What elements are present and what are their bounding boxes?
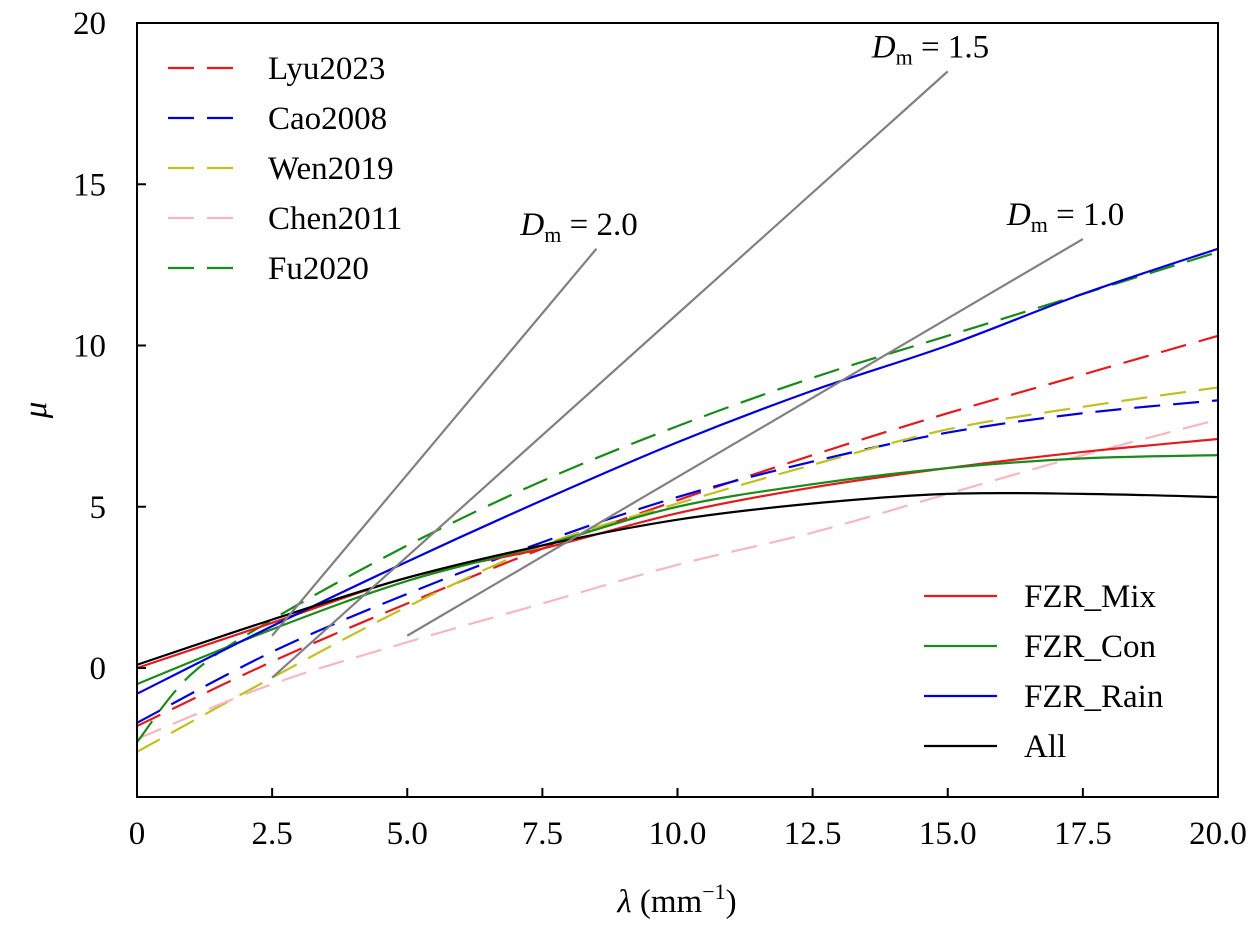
legend-label-cao2008: Cao2008 <box>268 101 387 137</box>
reference-line-2-0 <box>271 248 598 637</box>
reference-line-label-2-0: Dm = 2.0 <box>519 207 637 247</box>
legend-label-chen2011: Chen2011 <box>268 201 402 237</box>
x-tick-label: 10.0 <box>649 816 707 852</box>
series-line-cao2008 <box>137 399 1218 724</box>
legend-top-left: Lyu2023 Cao2008 Wen2019 Chen2011 Fu2020 <box>168 51 402 287</box>
series-line-all <box>137 491 1218 666</box>
x-tick-label: 2.5 <box>252 816 293 852</box>
x-tick-label: 15.0 <box>919 816 977 852</box>
series-line-fzr-rain <box>137 247 1218 695</box>
y-tick-label: 5 <box>90 490 107 526</box>
legend-label-fzr-con: FZR_Con <box>1024 629 1156 665</box>
series-line-fzr-con <box>137 454 1218 686</box>
reference-line-label-1-5: Dm = 1.5 <box>871 29 989 69</box>
legend-label-lyu2023: Lyu2023 <box>268 51 385 87</box>
x-tick-label: 0 <box>129 816 146 852</box>
y-tick-label: 15 <box>73 167 106 203</box>
legend-label-fzr-mix: FZR_Mix <box>1024 579 1157 615</box>
y-tick-label: 10 <box>73 329 106 365</box>
legend-label-all: All <box>1024 729 1066 765</box>
reference-line-label-1-0: Dm = 1.0 <box>1006 197 1124 237</box>
series-line-lyu2023 <box>137 334 1218 728</box>
legend-bottom-right: FZR_Mix FZR_Con FZR_Rain All <box>924 579 1163 765</box>
y-tick-label: 0 <box>90 651 107 687</box>
series-line-fzr-mix <box>137 437 1218 670</box>
reference-line-1-0 <box>406 238 1084 637</box>
ticks-layer: 0 2.5 5.0 7.5 10.0 12.5 15.0 17.5 20.0 0 5 10 15 20 <box>73 6 1247 852</box>
series-line-fu2020 <box>137 250 1218 743</box>
x-tick-label: 12.5 <box>784 816 842 852</box>
series-layer <box>137 247 1218 753</box>
series-line-wen2019 <box>137 386 1218 753</box>
x-tick-label: 5.0 <box>387 816 428 852</box>
y-tick-label: 20 <box>73 6 106 42</box>
x-axis-label: λ (mm−1) <box>616 879 736 920</box>
legend-label-fzr-rain: FZR_Rain <box>1024 679 1163 715</box>
series-line-chen2011 <box>137 418 1218 740</box>
legends-layer: Lyu2023 Cao2008 Wen2019 Chen2011 Fu2020 FZR_M… <box>168 51 1163 765</box>
axis-labels: λ (mm−1) μ <box>18 402 737 920</box>
reference-lines-layer: Dm = 2.0 Dm = 1.5 Dm = 1.0 <box>271 29 1124 679</box>
legend-label-fu2020: Fu2020 <box>268 251 369 287</box>
x-tick-label: 17.5 <box>1054 816 1112 852</box>
y-axis-label: μ <box>18 402 54 420</box>
x-tick-label: 7.5 <box>522 816 563 852</box>
legend-label-wen2019: Wen2019 <box>268 151 394 187</box>
x-tick-label: 20.0 <box>1189 816 1247 852</box>
reference-line-1-5 <box>271 70 949 679</box>
